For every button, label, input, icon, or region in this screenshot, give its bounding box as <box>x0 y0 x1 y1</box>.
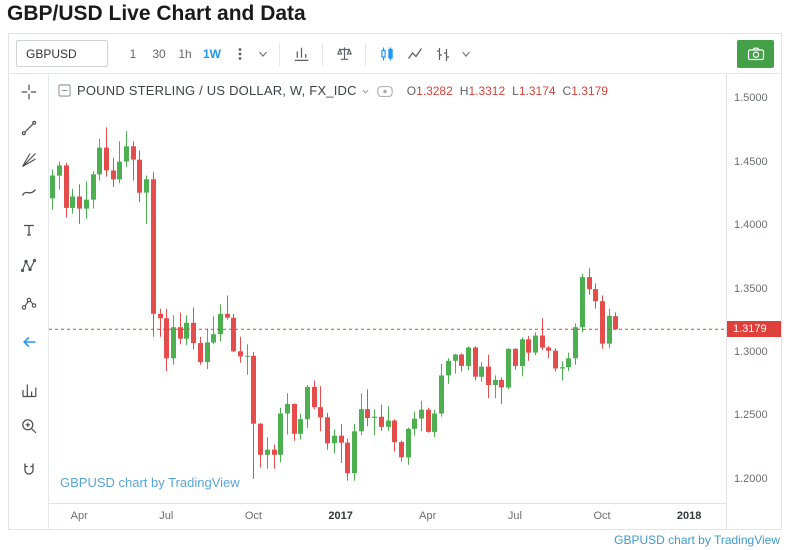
attribution-link[interactable]: GBPUSD chart by TradingView <box>614 533 780 547</box>
interval-1w-button[interactable]: 1W <box>203 46 221 61</box>
style-chevron-down-icon[interactable] <box>457 40 475 67</box>
price-axis-label: 1.2500 <box>734 409 768 422</box>
intervals-chevron-down-icon[interactable] <box>254 40 272 67</box>
last-price-tag: 1.3179 <box>727 321 781 338</box>
collapse-legend-icon[interactable] <box>58 84 71 97</box>
time-axis-label: 2018 <box>676 510 702 522</box>
ohlc-low-label: L <box>512 83 519 98</box>
price-axis-label: 1.4500 <box>734 155 768 168</box>
ohlc-open: O1.3282 <box>407 84 453 98</box>
time-axis-label: 2017 <box>328 510 353 522</box>
bar-style-icon[interactable] <box>429 40 457 67</box>
more-intervals-icon[interactable] <box>226 40 254 67</box>
interval-1h-button[interactable]: 1h <box>178 46 192 61</box>
price-axis[interactable]: 1.5000 1.4500 1.4000 1.3500 1.3000 1.2500 1.20… <box>726 74 781 529</box>
price-axis-label: 1.4000 <box>734 219 768 232</box>
chart-plot-area[interactable]: POUND STERLING / US DOLLAR, W, FX_IDC O1… <box>49 74 726 503</box>
snapshot-button[interactable] <box>737 39 774 68</box>
legend-chevron-down-icon[interactable] <box>361 87 370 96</box>
watermark-link[interactable]: GBPUSD chart by TradingView <box>60 475 240 490</box>
ohlc-high-label: H <box>459 83 469 98</box>
text-tool-icon[interactable] <box>15 216 43 244</box>
ohlc-open-label: O <box>406 83 417 98</box>
attribution: GBPUSD chart by TradingView <box>614 533 780 547</box>
ohlc-open-value: 1.3282 <box>416 83 453 98</box>
candlestick-chart <box>49 127 726 481</box>
time-axis-label: Jul <box>507 510 522 522</box>
trend-line-tool-icon[interactable] <box>15 114 43 142</box>
time-axis[interactable]: Apr Jul Oct 2017 Apr Jul Oct 2018 <box>49 503 726 529</box>
price-axis-label: 1.3000 <box>734 345 768 358</box>
page-title: GBP/USD Live Chart and Data <box>7 2 306 25</box>
interval-1-button[interactable]: 1 <box>129 46 137 61</box>
crosshair-tool-icon[interactable] <box>15 78 43 106</box>
ohlc-close-value: 1.3179 <box>571 83 608 98</box>
ohlc-low-value: 1.3174 <box>518 83 556 98</box>
xabcd-pattern-tool-icon[interactable] <box>15 252 43 280</box>
time-axis-label: Oct <box>593 510 611 522</box>
time-axis-label: Oct <box>244 510 262 522</box>
gann-fib-tool-icon[interactable] <box>15 146 43 174</box>
candlestick-style-icon[interactable] <box>373 40 401 67</box>
drawing-toolbar <box>9 74 49 529</box>
ohlc-close-label: C <box>562 83 572 98</box>
magnet-icon[interactable] <box>15 456 43 484</box>
price-axis-label: 1.5000 <box>734 92 768 105</box>
chart-toolbar: GBPUSD 1 30 1h 1W <box>9 34 781 74</box>
price-axis-label: 1.2000 <box>734 472 768 485</box>
chart-legend: POUND STERLING / US DOLLAR, W, FX_IDC O1… <box>58 83 608 98</box>
ohlc-close: C1.3179 <box>563 84 608 98</box>
compare-icon[interactable] <box>330 40 358 67</box>
back-arrow-icon[interactable] <box>15 328 43 356</box>
legend-title: POUND STERLING / US DOLLAR, W, FX_IDC <box>77 83 357 98</box>
ohlc-high-value: 1.3312 <box>468 83 506 98</box>
camera-icon <box>746 45 766 63</box>
indicators-icon[interactable] <box>287 40 315 67</box>
symbol-label: GBPUSD <box>26 46 77 61</box>
price-axis-label: 1.3500 <box>734 282 768 295</box>
bar-chart-tool-icon[interactable] <box>15 376 43 404</box>
visibility-icon[interactable] <box>377 85 393 98</box>
toolbar-separator <box>322 41 323 66</box>
time-axis-label: Apr <box>419 510 437 522</box>
line-style-icon[interactable] <box>401 40 429 67</box>
toolbar-separator <box>365 41 366 66</box>
symbol-input[interactable]: GBPUSD <box>16 40 108 67</box>
tradingview-chart-widget: GBPUSD 1 30 1h 1W <box>8 33 782 530</box>
brush-tool-icon[interactable] <box>15 178 43 206</box>
toolbar-separator <box>279 41 280 66</box>
ohlc-high: H1.3312 <box>460 84 505 98</box>
chart-body: POUND STERLING / US DOLLAR, W, FX_IDC O1… <box>9 74 781 529</box>
forecast-tool-icon[interactable] <box>15 290 43 318</box>
chart-column: POUND STERLING / US DOLLAR, W, FX_IDC O1… <box>49 74 726 529</box>
interval-30-button[interactable]: 30 <box>152 46 166 61</box>
time-axis-label: Jul <box>159 510 174 522</box>
time-axis-label: Apr <box>70 510 88 522</box>
ohlc-low: L1.3174 <box>512 84 555 98</box>
zoom-in-icon[interactable] <box>15 412 43 440</box>
